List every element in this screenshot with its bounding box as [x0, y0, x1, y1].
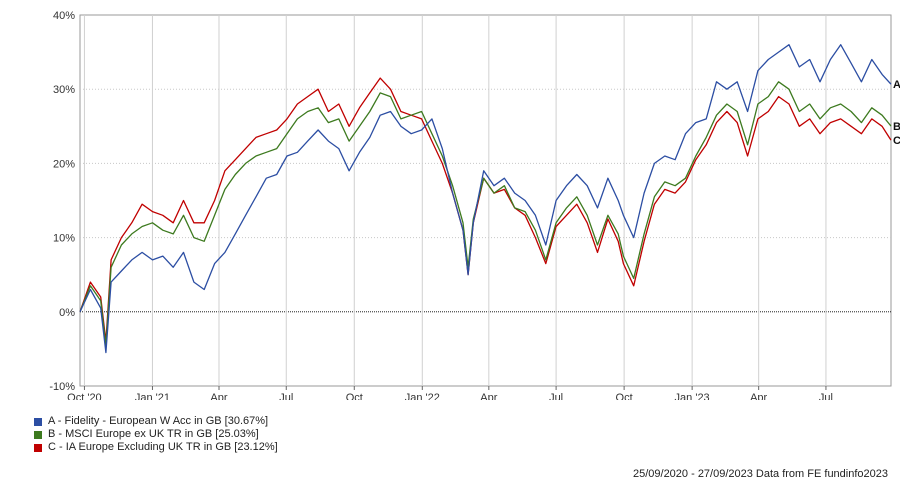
- legend-swatch-b: [34, 430, 42, 439]
- x-tick-label: Oct: [616, 392, 633, 400]
- x-tick-label: Jan '21: [135, 392, 170, 400]
- grid-lines: [79, 14, 892, 387]
- x-tick-label: Jan '22: [405, 392, 440, 400]
- x-tick-label: Oct '20: [67, 392, 102, 400]
- y-tick-label: 40%: [53, 10, 75, 22]
- y-tick-label: 0%: [59, 307, 75, 319]
- x-tick-label: Oct: [346, 392, 363, 400]
- x-axis: Oct '20 Jan '21 Apr Jul Oct Jan '22 Apr Jul Oct J…: [67, 386, 833, 400]
- series-line-a: [79, 44, 892, 354]
- y-axis: -10% 0% 10% 20% 30% 40%: [49, 10, 75, 393]
- x-tick-label: Apr: [210, 392, 227, 400]
- legend-item-c: C - IA Europe Excluding UK TR in GB [23.…: [34, 441, 278, 454]
- x-tick-label: Jul: [279, 392, 293, 400]
- legend: A - Fidelity - European W Acc in GB [30.…: [34, 415, 278, 454]
- plot-frame: [79, 14, 892, 387]
- series-end-label-b: B: [893, 121, 900, 133]
- y-tick-label: 10%: [53, 233, 75, 245]
- legend-label-a: A - Fidelity - European W Acc in GB [30.…: [48, 415, 269, 427]
- y-tick-label: 30%: [53, 84, 75, 96]
- series-end-label-c: C: [893, 135, 900, 147]
- x-tick-label: Jul: [549, 392, 563, 400]
- x-tick-label: Apr: [750, 392, 767, 400]
- x-tick-label: Apr: [480, 392, 497, 400]
- legend-swatch-c: [34, 443, 42, 452]
- y-tick-label: 20%: [53, 158, 75, 170]
- line-chart: -10%0%10%20%30%40% Oct '20 Jan '21 Apr Jul O…: [49, 10, 900, 400]
- series-line-b: [79, 81, 892, 346]
- legend-label-c: C - IA Europe Excluding UK TR in GB [23.…: [48, 441, 278, 453]
- series-line-c: [79, 77, 892, 343]
- y-tick-label: -10%: [49, 381, 75, 393]
- legend-label-b: B - MSCI Europe ex UK TR in GB [25.03%]: [48, 428, 259, 440]
- series-end-labels: A BC: [893, 79, 900, 147]
- x-tick-label: Jul: [819, 392, 833, 400]
- series-lines: [79, 44, 892, 354]
- legend-item-a: A - Fidelity - European W Acc in GB [30.…: [34, 415, 278, 428]
- legend-item-b: B - MSCI Europe ex UK TR in GB [25.03%]: [34, 428, 278, 441]
- footer-source-text: 25/09/2020 - 27/09/2023 Data from FE fun…: [632, 468, 888, 480]
- x-tick-label: Jan '23: [675, 392, 710, 400]
- series-end-label-a: A: [893, 79, 900, 91]
- legend-swatch-a: [34, 417, 42, 426]
